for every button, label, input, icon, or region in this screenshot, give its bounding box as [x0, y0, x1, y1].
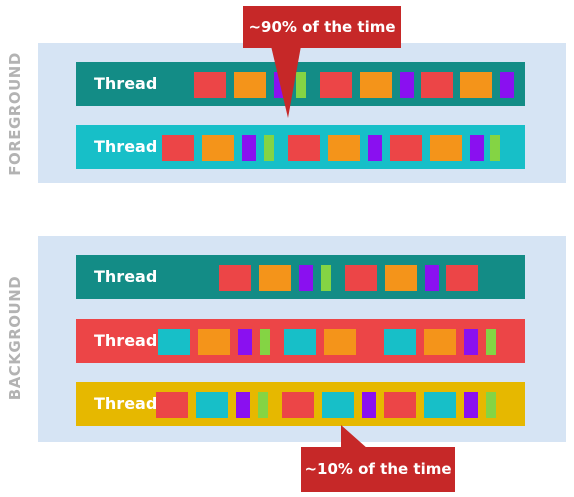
red-work-block — [421, 72, 453, 98]
callout-background-share: ~10% of the time — [301, 447, 455, 492]
purple-work-block — [362, 392, 376, 418]
red-work-block — [156, 392, 188, 418]
purple-work-block — [425, 265, 439, 291]
orange-work-block — [202, 135, 234, 161]
purple-work-block — [236, 392, 250, 418]
callout-foreground-share: ~90% of the time — [243, 6, 401, 48]
background-thread-1: Thread — [76, 255, 525, 299]
red-work-block — [345, 265, 377, 291]
red-work-block — [384, 392, 416, 418]
orange-work-block — [259, 265, 291, 291]
callout-bottom-pointer — [341, 425, 368, 449]
cyan-work-block — [322, 392, 354, 418]
orange-work-block — [460, 72, 492, 98]
orange-work-block — [324, 329, 356, 355]
red-work-block — [288, 135, 320, 161]
purple-work-block — [464, 329, 478, 355]
cyan-work-block — [158, 329, 190, 355]
orange-work-block — [328, 135, 360, 161]
thread-label: Thread — [94, 267, 158, 286]
purple-work-block — [500, 72, 514, 98]
purple-work-block — [242, 135, 256, 161]
green-work-block — [260, 329, 270, 355]
green-work-block — [296, 72, 306, 98]
orange-work-block — [360, 72, 392, 98]
purple-work-block — [400, 72, 414, 98]
background-thread-2: Thread — [76, 319, 525, 363]
purple-work-block — [368, 135, 382, 161]
red-work-block — [194, 72, 226, 98]
green-work-block — [486, 392, 496, 418]
foreground-thread-1: Thread — [76, 62, 525, 106]
green-work-block — [321, 265, 331, 291]
purple-work-block — [464, 392, 478, 418]
cyan-work-block — [424, 392, 456, 418]
green-work-block — [486, 329, 496, 355]
red-work-block — [162, 135, 194, 161]
orange-work-block — [385, 265, 417, 291]
red-work-block — [390, 135, 422, 161]
callout-top-pointer — [271, 46, 301, 118]
orange-work-block — [430, 135, 462, 161]
red-work-block — [446, 265, 478, 291]
thread-label: Thread — [94, 74, 158, 93]
purple-work-block — [470, 135, 484, 161]
purple-work-block — [299, 265, 313, 291]
thread-label: Thread — [94, 137, 158, 156]
green-work-block — [264, 135, 274, 161]
thread-label: Thread — [94, 331, 158, 350]
green-work-block — [258, 392, 268, 418]
purple-work-block — [238, 329, 252, 355]
red-work-block — [320, 72, 352, 98]
red-work-block — [219, 265, 251, 291]
cyan-work-block — [196, 392, 228, 418]
background-thread-3: Thread — [76, 382, 525, 426]
cyan-work-block — [384, 329, 416, 355]
foreground-thread-2: Thread — [76, 125, 525, 169]
orange-work-block — [234, 72, 266, 98]
orange-work-block — [198, 329, 230, 355]
thread-label: Thread — [94, 394, 158, 413]
cyan-work-block — [284, 329, 316, 355]
green-work-block — [490, 135, 500, 161]
orange-work-block — [424, 329, 456, 355]
red-work-block — [282, 392, 314, 418]
